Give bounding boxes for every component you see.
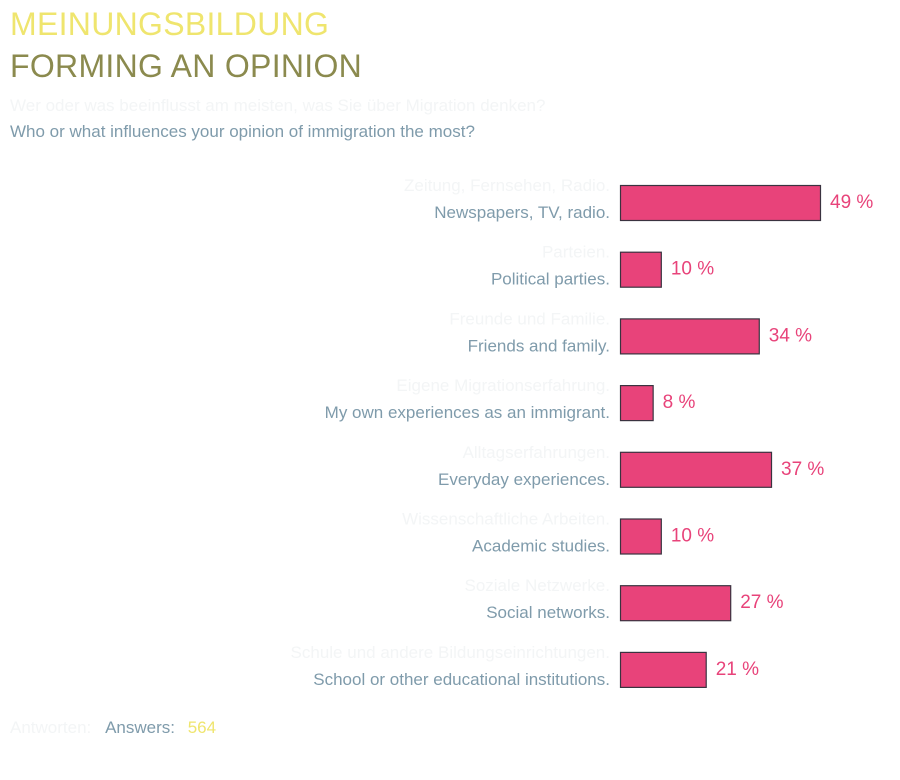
bar-label: Newspapers, TV, radio.	[434, 203, 610, 222]
bar-value-label: 27 %	[740, 592, 783, 613]
bar-value-label: 21 %	[716, 659, 759, 680]
bar-value-label: 10 %	[671, 259, 714, 280]
bar	[619, 318, 760, 355]
bar	[619, 451, 773, 488]
bar-label-german: Parteien.	[542, 243, 610, 262]
bar-label: School or other educational institutions…	[313, 670, 610, 689]
bar	[619, 518, 662, 555]
bar-label: Academic studies.	[472, 537, 610, 556]
bar-label: My own experiences as an immigrant.	[325, 403, 610, 422]
answers-count: 564	[187, 718, 217, 737]
bar	[619, 251, 662, 288]
bar-label-german: Freunde und Familie.	[449, 309, 610, 328]
bar	[619, 385, 654, 422]
bar-label: Political parties.	[491, 270, 610, 289]
bar	[619, 184, 822, 222]
bar-label: Friends and family.	[468, 336, 610, 355]
bar-label-german: Soziale Netzwerke.	[464, 576, 610, 595]
bar-label: Social networks.	[486, 603, 610, 622]
bar	[619, 651, 707, 689]
bar-label-german: Alltagserfahrungen.	[463, 443, 610, 462]
bar-label-german: Zeitung, Fernsehen, Radio.	[404, 176, 610, 195]
bar-label-german: Wissenschaftliche Arbeiten.	[402, 510, 610, 529]
bar-value-label: 10 %	[671, 526, 714, 547]
bar-value-label: 8 %	[663, 392, 696, 413]
bar-value-label: 34 %	[769, 325, 812, 346]
title-english: FORMING AN OPINION	[10, 48, 363, 84]
answers-footer: Antworten: Answers: 564	[10, 718, 216, 738]
answers-label-german: Antworten:	[10, 718, 92, 737]
title-german: MEINUNGSBILDUNG	[10, 6, 330, 42]
bar-label: Everyday experiences.	[438, 470, 610, 489]
bar-label-german: Eigene Migrationserfahrung.	[396, 376, 610, 395]
bar-label-german: Schule und andere Bildungseinrichtungen.	[291, 643, 610, 662]
answers-label: Answers:	[105, 718, 175, 737]
question-english: Who or what influences your opinion of i…	[10, 122, 475, 141]
bar-value-label: 37 %	[781, 459, 824, 480]
bar-value-label: 49 %	[830, 192, 873, 213]
bar	[619, 585, 732, 622]
question-german: Wer oder was beeinflusst am meisten, was…	[10, 96, 546, 115]
